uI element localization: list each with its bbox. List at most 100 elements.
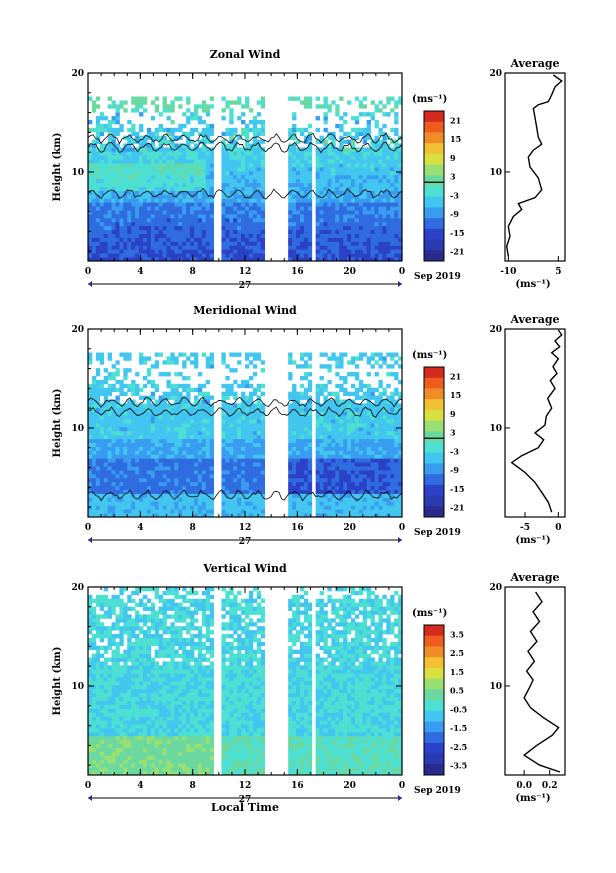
field-cell [315,473,320,479]
field-cell [350,139,356,144]
field-cell [139,139,144,144]
field-cell [142,214,148,219]
field-cell [209,214,215,219]
field-cell [354,442,360,447]
field-cell [248,403,254,408]
field-cell [193,387,199,393]
field-cell [292,415,297,420]
field-cell [362,458,368,463]
field-cell [362,233,368,238]
field-cell [260,167,266,172]
field-cell [229,131,234,137]
field-cell [99,383,105,389]
field-cell [91,104,97,109]
field-cell [248,198,254,203]
field-cell [307,178,313,184]
field-cell [186,135,191,140]
field-cell [88,458,93,463]
field-cell [350,513,356,517]
field-cell [127,237,132,242]
field-cell [139,229,144,234]
field-cell [299,237,305,242]
field-cell [221,170,226,176]
field-cell [339,419,344,424]
field-cell [135,210,140,215]
field-cell [127,120,132,125]
field-cell [91,194,97,199]
field-cell [107,104,112,109]
field-cell [241,241,246,246]
colorbar-tick-label: 9 [450,153,456,163]
field-cell [299,481,305,487]
field-cell [303,387,309,393]
field-cell [233,194,238,199]
field-cell [327,241,332,246]
field-cell [370,442,375,447]
field-cell [135,434,140,440]
field-cell [127,446,132,451]
field-cell [303,376,309,381]
field-cell [190,178,195,184]
field-cell [260,434,266,440]
field-cell [241,477,246,483]
field-cell [382,198,387,203]
field-cell [115,368,120,373]
field-cell [99,143,105,148]
field-cell [103,415,109,420]
field-cell [119,430,124,436]
field-cell [292,438,297,443]
field-cell [394,186,399,191]
field-cell [288,167,293,172]
field-cell [241,214,246,219]
field-cell [296,458,301,463]
field-cell [115,505,120,510]
field-cell [374,415,379,420]
field-cell [150,151,156,156]
field-cell [347,182,352,187]
field-cell [256,155,262,160]
field-cell [182,430,187,436]
field-cell [323,415,328,420]
field-cell [158,470,163,475]
field-cell [354,513,360,517]
field-cell [378,352,383,357]
field-cell [209,178,215,184]
field-cell [190,407,195,412]
field-cell [303,513,309,517]
field-cell [178,127,183,133]
field-cell [347,202,352,207]
colorbar-frame [423,110,445,262]
field-cell [103,454,109,459]
field-cell [127,454,132,459]
field-cell [162,360,167,365]
field-cell [370,245,375,250]
field-cell [135,383,140,389]
field-cell [178,454,183,459]
field-cell [248,442,254,447]
field-cell [323,438,328,443]
field-cell [339,407,344,412]
field-cell [362,221,368,227]
field-cell [103,245,109,250]
field-cell [299,257,305,261]
field-cell [319,167,324,172]
field-cell [394,233,399,238]
field-cell [343,434,348,440]
field-cell [358,206,364,211]
field-cell [146,446,152,451]
field-cell [115,229,120,234]
field-cell [347,438,352,443]
field-cell [95,430,101,436]
field-cell [382,186,387,191]
field-cell [354,127,360,133]
field-cell [350,430,356,436]
field-cell [229,163,234,168]
field-cell [162,415,167,420]
field-cell [374,462,379,467]
field-cell [162,509,167,514]
field-cell [99,202,105,207]
field-cell [182,493,187,498]
field-cell [256,143,262,148]
field-cell [182,360,187,365]
